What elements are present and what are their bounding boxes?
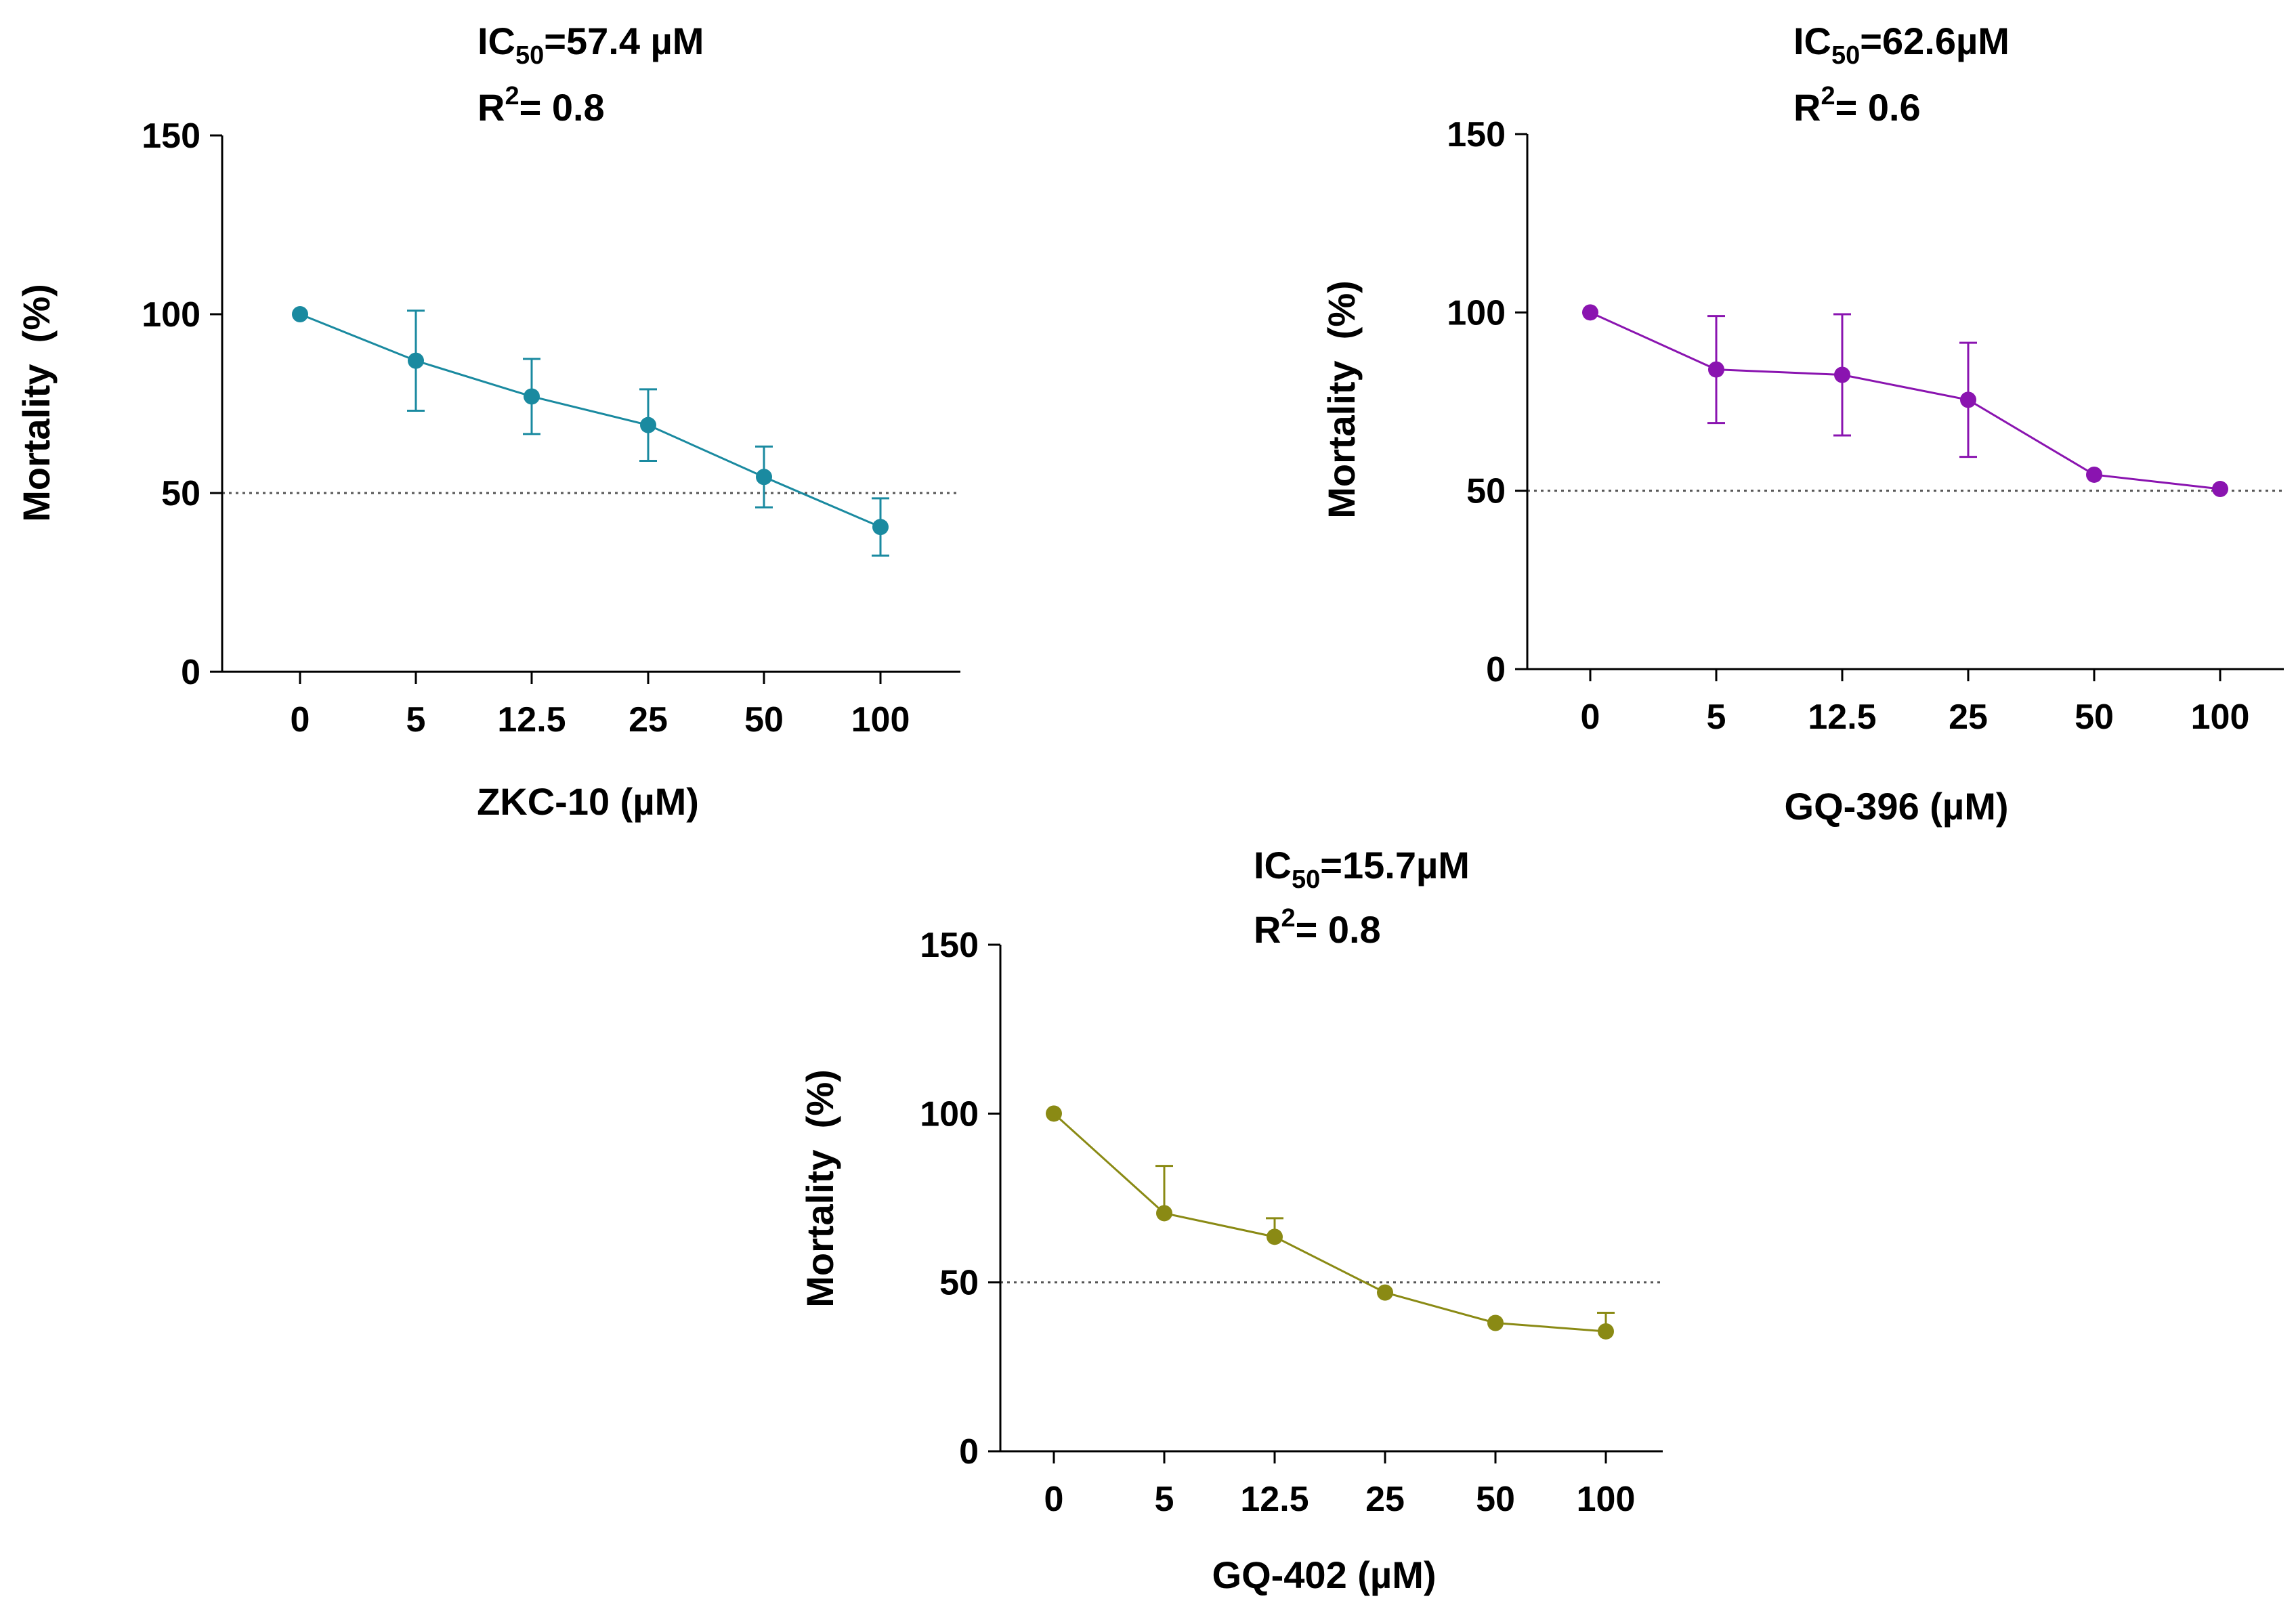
chart-panel-zkc10: IC50=57.4 µM R2= 0.8 Mortality (%) ZKC-1… [15, 20, 960, 823]
x-tick-label: 12.5 [1808, 698, 1876, 737]
y-tick-label: 150 [1447, 115, 1506, 154]
series-line [1053, 1113, 1607, 1333]
y-tick-label: 100 [142, 295, 200, 335]
data-point [408, 352, 424, 369]
y-tick-label: 0 [1486, 650, 1506, 689]
x-tick-label: 5 [1155, 1480, 1174, 1519]
x-tick-label: 0 [1044, 1480, 1064, 1519]
y-tick-label: 50 [161, 474, 200, 513]
data-point [1377, 1284, 1393, 1301]
ic50-label: IC50=62.6µM [1793, 20, 2010, 70]
data-point [524, 388, 540, 405]
x-tick-label: 25 [629, 700, 668, 740]
chart-panel-gq396: IC50=62.6µM R2= 0.6 Mortality (%) GQ-396… [1320, 20, 2284, 828]
y-axis-label: Mortality (%) [15, 284, 58, 522]
x-tick-label: 100 [2191, 698, 2250, 737]
y-axis-label: Mortality (%) [799, 1069, 841, 1308]
x-tick-label: 5 [406, 700, 426, 740]
x-tick-label: 0 [1581, 698, 1600, 737]
x-tick-label: 25 [1949, 698, 1988, 737]
y-tick-label: 50 [1466, 472, 1506, 511]
ic50-label: IC50=15.7µM [1254, 844, 1470, 894]
series-line [1590, 311, 2221, 490]
chart-panel-gq402: IC50=15.7µM R2= 0.8 Mortality (%) GQ-402… [799, 844, 1663, 1596]
ic50-label: IC50=57.4 µM [477, 20, 704, 70]
data-point [872, 519, 889, 536]
y-tick-label: 100 [920, 1094, 979, 1134]
data-point [1156, 1205, 1172, 1222]
x-tick-label: 100 [851, 700, 910, 740]
data-point [1487, 1314, 1504, 1331]
data-point [1046, 1105, 1062, 1122]
x-axis-label: GQ-402 (µM) [1212, 1554, 1437, 1596]
y-tick-label: 50 [939, 1264, 979, 1303]
y-tick-label: 150 [920, 926, 979, 965]
data-point [1960, 391, 1976, 408]
r-squared-label: R2= 0.8 [477, 82, 605, 129]
data-point [2212, 481, 2228, 498]
y-tick-label: 100 [1447, 293, 1506, 333]
data-point [1598, 1323, 1614, 1340]
x-tick-label: 50 [744, 700, 784, 740]
x-tick-label: 50 [1476, 1480, 1515, 1519]
data-point [1708, 361, 1724, 378]
x-tick-label: 50 [2075, 698, 2114, 737]
data-point [292, 306, 308, 322]
y-axis-label: Mortality (%) [1320, 280, 1363, 519]
x-tick-label: 0 [291, 700, 310, 740]
y-tick-label: 0 [959, 1432, 979, 1472]
series-line [299, 313, 881, 528]
data-point [640, 416, 656, 433]
x-tick-label: 12.5 [497, 700, 566, 740]
y-tick-label: 150 [142, 116, 200, 156]
data-point [2086, 466, 2102, 483]
r-squared-label: R2= 0.8 [1254, 904, 1381, 951]
data-point [1834, 366, 1850, 383]
x-tick-label: 100 [1577, 1480, 1636, 1519]
x-tick-label: 5 [1707, 698, 1726, 737]
data-point [756, 469, 772, 486]
x-axis-label: ZKC-10 (µM) [477, 780, 699, 823]
data-point [1267, 1228, 1283, 1245]
x-tick-label: 25 [1365, 1480, 1405, 1519]
x-tick-label: 12.5 [1240, 1480, 1309, 1519]
data-point [1582, 304, 1598, 321]
r-squared-label: R2= 0.6 [1793, 82, 1921, 129]
x-axis-label: GQ-396 (µM) [1785, 785, 2009, 828]
y-tick-label: 0 [181, 653, 200, 692]
